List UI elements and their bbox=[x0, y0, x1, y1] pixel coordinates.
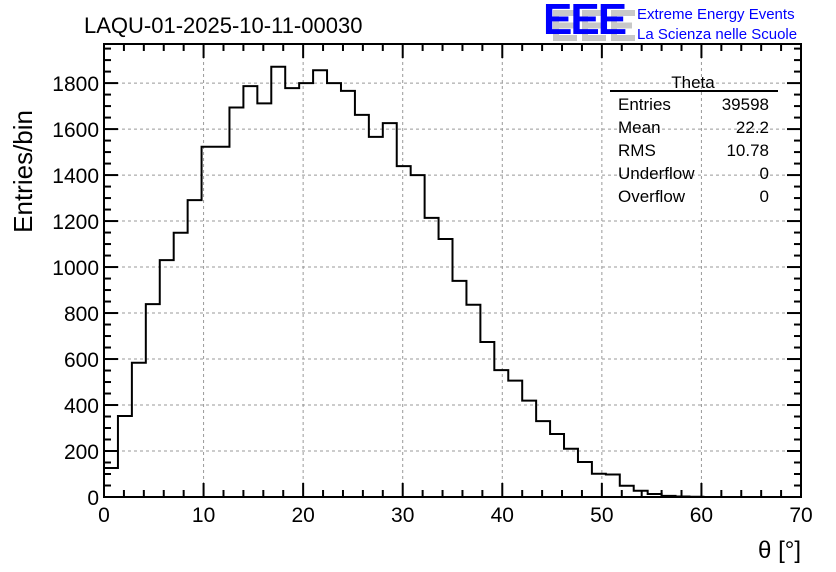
histogram-bin bbox=[592, 474, 606, 497]
histogram-bin bbox=[285, 88, 299, 497]
stats-label: Underflow bbox=[618, 164, 695, 183]
histogram-bin bbox=[174, 233, 188, 497]
histogram-bin bbox=[104, 468, 118, 497]
histogram-line bbox=[103, 65, 801, 498]
chart-title: LAQU-01-2025-10-11-00030 bbox=[84, 13, 362, 38]
histogram-bin bbox=[341, 91, 355, 497]
y-tick-label: 200 bbox=[64, 441, 99, 464]
y-tick-label: 600 bbox=[64, 349, 99, 372]
histogram-bin bbox=[453, 281, 467, 497]
stats-box: Theta Entries 39598 Mean 22.2 RMS 10.78 Underf… bbox=[610, 73, 778, 206]
histogram-bin bbox=[411, 175, 425, 497]
histogram-bin bbox=[480, 342, 494, 497]
stats-value: 22.2 bbox=[736, 118, 769, 137]
histogram-bin bbox=[299, 83, 313, 497]
x-tick-label: 10 bbox=[192, 504, 215, 527]
stats-value: 0 bbox=[760, 164, 769, 183]
logo-shadow bbox=[553, 10, 635, 41]
histogram-bin bbox=[522, 401, 536, 497]
y-tick-label: 1200 bbox=[52, 211, 99, 234]
x-tick-label: 0 bbox=[98, 504, 110, 527]
histogram-bin bbox=[606, 474, 620, 497]
histogram-bin bbox=[383, 123, 397, 497]
histogram-bin bbox=[118, 416, 132, 497]
histogram-bin bbox=[271, 67, 285, 497]
logo-line2: La Scienza nelle Scuole bbox=[637, 26, 797, 43]
histogram-bin bbox=[355, 115, 369, 497]
histogram-bin bbox=[439, 239, 453, 497]
logo-line1: Extreme Energy Events bbox=[637, 6, 795, 23]
eee-logo: EEE Extreme Energy Events La Scienza nel… bbox=[543, 0, 797, 44]
y-axis-label: Entries/bin bbox=[8, 110, 38, 233]
y-tick-label: 1000 bbox=[52, 257, 99, 280]
axes: 0 10 20 30 40 50 60 70 0 200 400 600 800 1000 1200 1400… bbox=[52, 43, 813, 527]
logo-shadow-e bbox=[582, 22, 603, 29]
y-tick-label: 1800 bbox=[52, 73, 99, 96]
histogram-bin bbox=[160, 260, 174, 497]
histogram-series bbox=[103, 65, 801, 498]
stats-label: Entries bbox=[618, 95, 671, 114]
y-tick-label: 1600 bbox=[52, 119, 99, 142]
histogram-bin bbox=[397, 166, 411, 497]
x-tick-label: 50 bbox=[590, 504, 613, 527]
stats-label: RMS bbox=[618, 141, 656, 160]
histogram-bin bbox=[216, 147, 230, 497]
histogram-bin bbox=[578, 462, 592, 497]
x-tick-label: 60 bbox=[690, 504, 713, 527]
histogram-bin bbox=[327, 83, 341, 497]
histogram-bin bbox=[132, 363, 146, 497]
histogram-bin bbox=[229, 107, 243, 497]
x-tick-label: 70 bbox=[789, 504, 812, 527]
histogram-bin bbox=[466, 305, 480, 497]
logo-shadow-e bbox=[553, 22, 574, 29]
histogram-bin bbox=[257, 103, 271, 497]
logo-shadow-e bbox=[611, 22, 632, 29]
stats-label: Overflow bbox=[618, 187, 686, 206]
y-tick-label: 0 bbox=[87, 487, 99, 510]
histogram-bin bbox=[425, 218, 439, 497]
x-tick-label: 30 bbox=[391, 504, 414, 527]
stats-value: 0 bbox=[760, 187, 769, 206]
logo-shadow-e bbox=[582, 35, 606, 41]
logo-shadow-e bbox=[553, 10, 577, 16]
logo-shadow-e bbox=[582, 10, 606, 16]
stats-value: 10.78 bbox=[726, 141, 769, 160]
histogram-bin bbox=[494, 370, 508, 497]
y-tick-label: 400 bbox=[64, 395, 99, 418]
x-axis-label: θ [°] bbox=[758, 537, 801, 564]
histogram-bin bbox=[536, 421, 550, 497]
logo-letters: EEE bbox=[543, 0, 626, 44]
logo-shadow-e bbox=[611, 10, 635, 16]
logo-shadow-e bbox=[553, 35, 577, 41]
histogram-bin bbox=[243, 86, 257, 497]
stats-label: Mean bbox=[618, 118, 661, 137]
histogram-bin bbox=[202, 147, 216, 497]
histogram-bin bbox=[369, 137, 383, 497]
histogram-bin bbox=[564, 449, 578, 497]
plot-frame bbox=[103, 43, 802, 498]
logo-shadow-e bbox=[611, 35, 635, 41]
histogram-bin bbox=[550, 434, 564, 497]
histogram-bin bbox=[188, 200, 202, 497]
x-tick-label: 40 bbox=[491, 504, 514, 527]
stats-title: Theta bbox=[671, 73, 715, 92]
y-tick-label: 800 bbox=[64, 303, 99, 326]
histogram-bin bbox=[508, 381, 522, 497]
y-tick-label: 1400 bbox=[52, 165, 99, 188]
stats-value: 39598 bbox=[722, 95, 769, 114]
x-tick-label: 20 bbox=[291, 504, 314, 527]
histogram-bin bbox=[146, 304, 160, 497]
histogram-bin bbox=[313, 70, 327, 497]
